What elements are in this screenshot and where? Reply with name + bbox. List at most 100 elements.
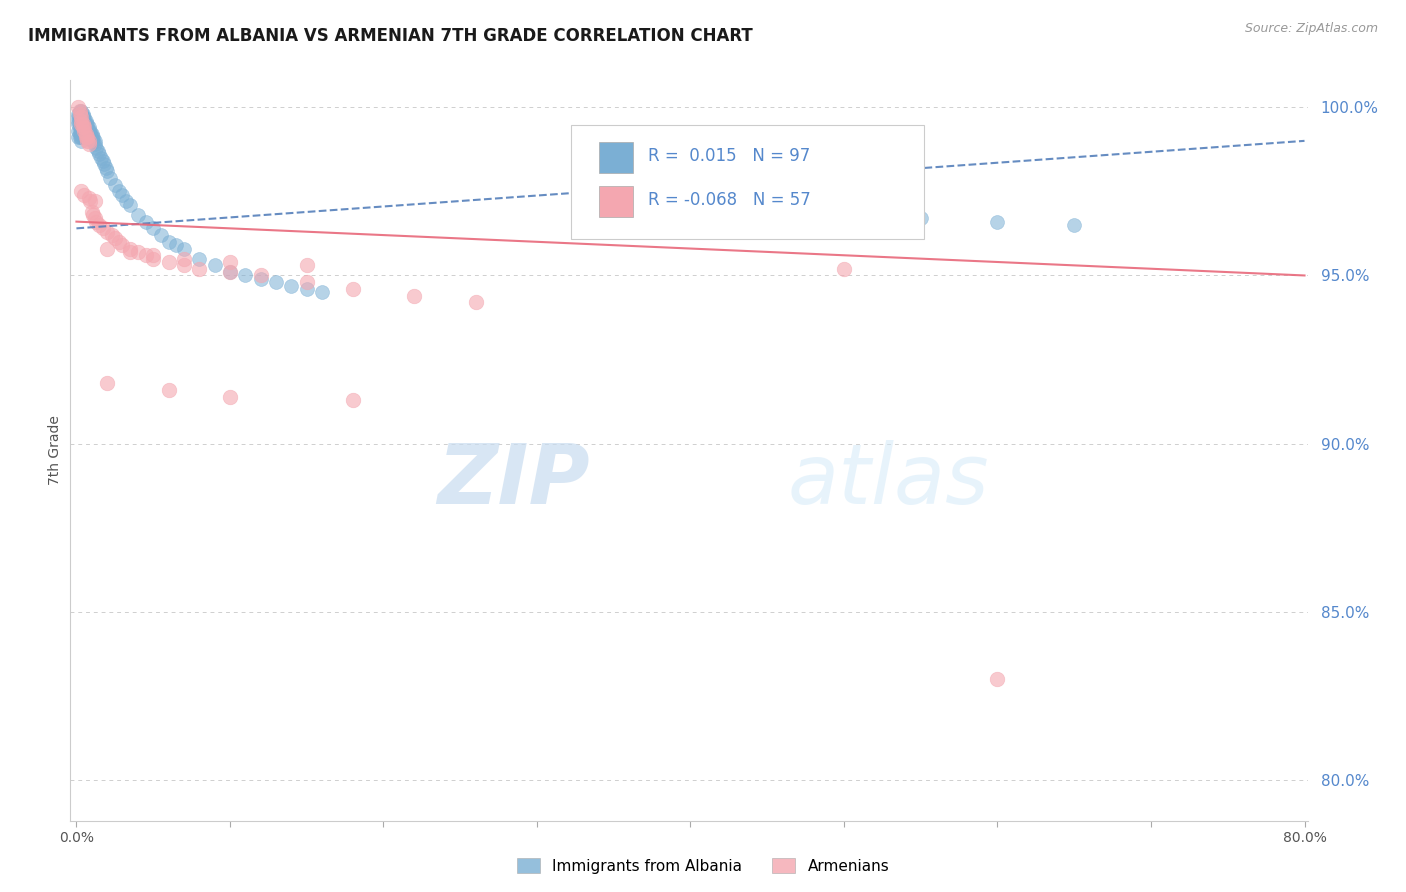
Point	[114, 194, 136, 209]
Point	[73, 127, 96, 141]
Point	[986, 673, 1008, 687]
Point	[69, 107, 91, 121]
Point	[249, 268, 271, 283]
Point	[157, 235, 180, 249]
Point	[77, 124, 100, 138]
Point	[219, 265, 242, 279]
Point	[108, 235, 131, 249]
Point	[72, 111, 94, 125]
Point	[70, 130, 93, 145]
Text: Source: ZipAtlas.com: Source: ZipAtlas.com	[1244, 22, 1378, 36]
Point	[96, 242, 118, 256]
Text: IMMIGRANTS FROM ALBANIA VS ARMENIAN 7TH GRADE CORRELATION CHART: IMMIGRANTS FROM ALBANIA VS ARMENIAN 7TH …	[28, 27, 752, 45]
Point	[69, 103, 91, 118]
Point	[83, 194, 105, 209]
Point	[134, 214, 156, 228]
Point	[76, 120, 98, 135]
Point	[165, 238, 187, 252]
Point	[188, 252, 211, 266]
Point	[142, 221, 165, 235]
Point	[149, 228, 172, 243]
Point	[69, 107, 91, 121]
Point	[76, 130, 98, 145]
Point	[90, 151, 112, 165]
Point	[96, 376, 118, 391]
Point	[134, 248, 156, 262]
Point	[69, 124, 91, 138]
Point	[82, 130, 104, 145]
Point	[80, 134, 103, 148]
Point	[157, 255, 180, 269]
Point	[219, 255, 242, 269]
Point	[72, 117, 94, 131]
Point	[219, 390, 242, 404]
Point	[70, 103, 93, 118]
Point	[79, 130, 101, 145]
Point	[1063, 218, 1085, 232]
Point	[72, 120, 94, 135]
Point	[104, 178, 127, 192]
Point	[72, 117, 94, 131]
Point	[986, 214, 1008, 228]
Point	[91, 154, 114, 169]
Point	[70, 134, 93, 148]
Point	[89, 218, 111, 232]
Point	[142, 252, 165, 266]
Point	[75, 113, 97, 128]
Point	[69, 130, 91, 145]
Point	[910, 211, 932, 226]
Point	[87, 144, 110, 158]
Point	[66, 117, 89, 131]
Point	[70, 117, 93, 131]
Point	[76, 127, 98, 141]
Point	[127, 208, 149, 222]
Point	[69, 120, 91, 135]
Point	[72, 120, 94, 135]
Point	[77, 137, 100, 152]
Text: R = -0.068   N = 57: R = -0.068 N = 57	[648, 191, 811, 210]
Point	[86, 214, 108, 228]
Point	[142, 248, 165, 262]
Point	[66, 100, 89, 114]
Point	[80, 127, 103, 141]
Point	[96, 164, 118, 178]
Text: R =  0.015   N = 97: R = 0.015 N = 97	[648, 147, 810, 165]
Point	[77, 191, 100, 205]
Point	[70, 120, 93, 135]
Point	[70, 113, 93, 128]
Point	[173, 252, 195, 266]
Point	[73, 124, 96, 138]
Point	[69, 111, 91, 125]
Bar	[599, 186, 633, 218]
Point	[66, 111, 89, 125]
Point	[66, 107, 89, 121]
Point	[75, 127, 97, 141]
Point	[76, 130, 98, 145]
Point	[70, 113, 93, 128]
Point	[93, 157, 115, 171]
Point	[82, 134, 104, 148]
Point	[404, 288, 426, 302]
Point	[173, 259, 195, 273]
Point	[70, 127, 93, 141]
Legend: Immigrants from Albania, Armenians: Immigrants from Albania, Armenians	[510, 852, 896, 880]
Point	[73, 113, 96, 128]
Point	[76, 117, 98, 131]
Point	[77, 120, 100, 135]
Point	[120, 242, 142, 256]
Point	[233, 268, 256, 283]
Point	[342, 282, 364, 296]
Point	[295, 282, 318, 296]
Point	[80, 130, 103, 145]
Point	[69, 103, 91, 118]
Point	[127, 244, 149, 259]
Point	[96, 225, 118, 239]
Point	[188, 261, 211, 276]
Point	[342, 392, 364, 407]
Point	[70, 185, 93, 199]
Point	[80, 204, 103, 219]
Point	[72, 127, 94, 141]
Point	[79, 127, 101, 141]
Y-axis label: 7th Grade: 7th Grade	[48, 416, 62, 485]
Point	[72, 107, 94, 121]
